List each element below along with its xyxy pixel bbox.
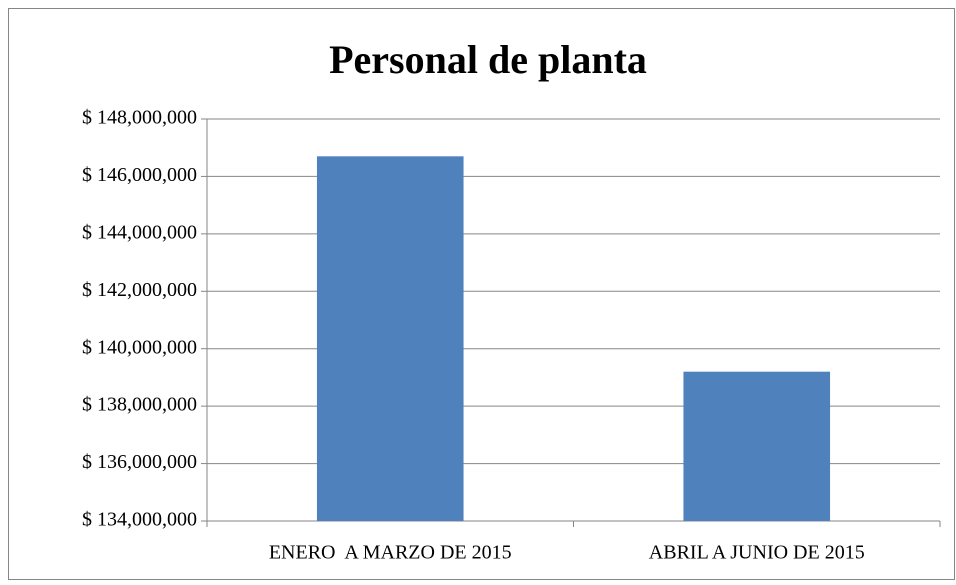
y-tick-label: $ 140,000,000 (82, 336, 197, 358)
y-tick-label: $ 134,000,000 (82, 509, 197, 531)
y-tick-label: $ 138,000,000 (82, 394, 197, 416)
x-tick-label: ABRIL A JUNIO DE 2015 (649, 542, 865, 564)
y-tick-label: $ 136,000,000 (82, 451, 197, 473)
y-tick-label: $ 142,000,000 (82, 279, 197, 301)
bar (316, 156, 464, 522)
y-tick-label: $ 144,000,000 (82, 221, 197, 243)
chart-title: Personal de planta (329, 37, 647, 82)
bar (683, 371, 831, 521)
x-tick-label: ENERO A MARZO DE 2015 (269, 542, 512, 564)
y-tick-label: $ 148,000,000 (82, 107, 197, 129)
y-tick-label: $ 146,000,000 (82, 164, 197, 186)
